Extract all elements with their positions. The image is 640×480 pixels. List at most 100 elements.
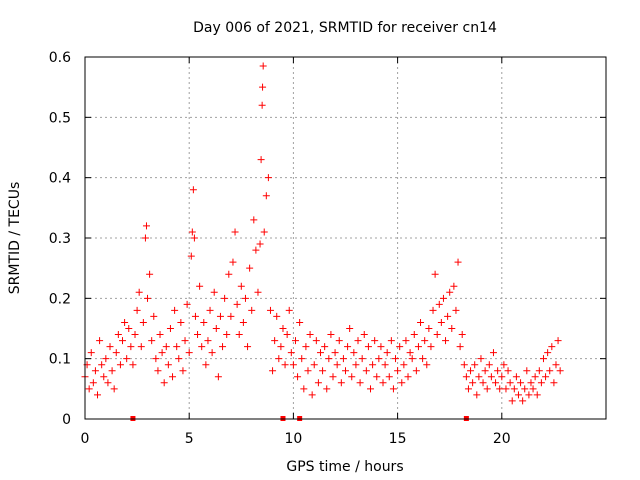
data-point [102,355,110,363]
y-tick-label: 0.6 [49,50,71,66]
data-point [537,379,545,387]
data-point [481,367,489,375]
data-point [489,349,497,357]
data-point [98,361,106,369]
data-point [179,367,187,375]
data-point [479,379,487,387]
data-point [542,373,550,381]
data-point [252,246,260,254]
data-point [216,312,224,320]
data-point [500,361,508,369]
data-point [127,343,135,351]
data-point [200,318,208,326]
data-point [427,343,435,351]
data-point [339,355,347,363]
data-point [483,385,491,393]
data-point [206,306,214,314]
data-point [333,361,341,369]
data-point [385,373,393,381]
data-point [146,270,154,278]
data-point [169,373,177,381]
data-point [531,373,539,381]
data-point [544,349,552,357]
data-point [237,282,245,290]
data-point [425,325,433,332]
data-point [367,385,375,393]
data-point [271,337,279,345]
data-point [133,306,141,314]
data-point [94,391,102,399]
data-point [160,379,168,387]
data-point [327,331,335,339]
data-point [142,222,150,230]
data-point [446,288,454,296]
data-point [475,373,483,381]
data-point [121,318,129,326]
data-point [150,312,158,320]
data-point [296,318,304,326]
data-point [137,343,145,351]
data-point [306,331,314,339]
data-point [539,355,547,363]
data-point [187,252,195,260]
data-point [439,294,447,302]
data-point [185,349,193,357]
data-point [521,385,529,393]
data-point [529,385,537,393]
data-point [225,270,233,278]
data-point [517,379,525,387]
data-point [437,318,445,326]
data-point [373,373,381,381]
data-point [431,270,439,278]
data-point [485,361,493,369]
data-point [508,397,516,405]
data-point [100,373,108,381]
data-point [346,325,354,332]
data-point [396,343,404,351]
data-point [104,379,112,387]
x-tick-label: 0 [81,431,90,447]
data-point [504,367,512,375]
data-point [404,373,412,381]
data-point [129,361,137,369]
data-point [139,318,147,326]
data-point [442,337,450,345]
data-point [131,331,139,339]
data-point [189,186,197,194]
data-point [421,337,429,345]
data-point [152,355,160,363]
data-point [473,391,481,399]
data-point [321,343,329,351]
data-point [285,306,293,314]
data-point [506,379,514,387]
data-point [331,349,339,357]
data-point [398,379,406,387]
data-point [181,337,189,345]
data-point [389,385,397,393]
data-point [231,228,239,236]
data-point [291,337,299,345]
data-point [96,337,104,345]
data-point [171,306,179,314]
data-point [277,343,285,351]
data-point [464,385,472,393]
data-point [304,367,312,375]
data-point [458,331,466,339]
data-point [381,361,389,369]
data-point [214,373,222,381]
data-point [329,373,337,381]
data-point [350,349,358,357]
data-point [258,101,266,109]
data-point [450,282,458,290]
data-point [256,240,264,248]
data-point [183,300,191,308]
data-point [269,367,277,375]
y-axis-label: SRMTID / TECUs [7,182,23,295]
data-point [196,282,204,290]
data-point [535,367,543,375]
data-point [223,331,231,339]
data-point [235,331,243,339]
data-point [377,343,385,351]
data-point [275,355,283,363]
data-point [260,228,268,236]
